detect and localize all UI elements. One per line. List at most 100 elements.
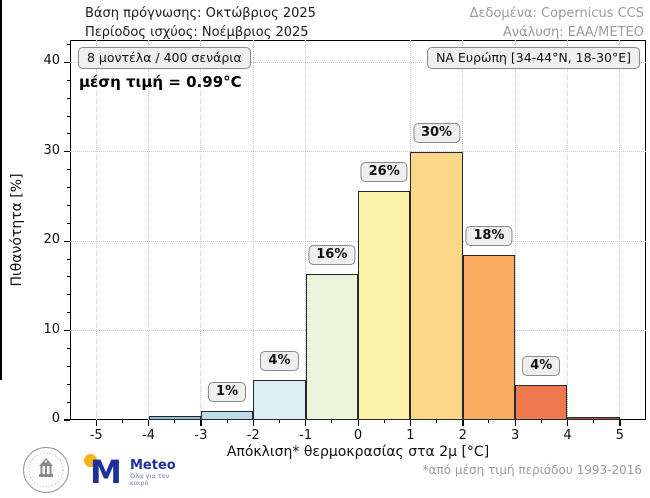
bar-value-label: 30% bbox=[412, 122, 461, 143]
footnote: *από μέση τιμή περιόδου 1993-2016 bbox=[422, 463, 642, 477]
gridline-vertical bbox=[252, 40, 254, 420]
x-tick-label: -2 bbox=[246, 428, 260, 443]
y-axis-label: Πιθανότητα [%] bbox=[9, 173, 25, 287]
x-tick-label: 1 bbox=[406, 428, 415, 443]
histogram-bar bbox=[515, 385, 568, 420]
gridline-vertical bbox=[305, 40, 307, 420]
header-forecast-base: Βάση πρόγνωσης: Οκτώβριος 2025 bbox=[85, 6, 316, 21]
x-tick-label: 4 bbox=[563, 428, 572, 443]
x-tick bbox=[200, 420, 202, 426]
x-tick-label: -3 bbox=[194, 428, 208, 443]
models-scenarios-box: 8 μοντέλα / 400 σενάρια bbox=[78, 47, 251, 69]
x-minor-tick bbox=[121, 420, 123, 423]
gridline-vertical bbox=[95, 40, 97, 420]
header-data-source: Δεδομένα: Copernicus CCS bbox=[469, 6, 644, 21]
y-tick bbox=[64, 329, 70, 332]
gridline-horizontal bbox=[70, 61, 646, 63]
x-tick-label: 2 bbox=[458, 428, 467, 443]
y-minor-tick bbox=[67, 312, 70, 314]
y-minor-tick bbox=[67, 401, 70, 403]
x-minor-tick bbox=[331, 420, 333, 423]
y-tick bbox=[64, 151, 70, 153]
x-axis-label: Απόκλιση* θερμοκρασίας στα 2μ [°C] bbox=[226, 444, 490, 460]
x-tick bbox=[566, 420, 569, 426]
x-minor-tick bbox=[174, 420, 176, 423]
gridline-vertical bbox=[462, 40, 464, 420]
y-minor-tick bbox=[67, 258, 70, 260]
x-tick bbox=[462, 420, 464, 426]
x-tick bbox=[409, 420, 412, 426]
x-tick-label: -4 bbox=[142, 428, 156, 443]
x-tick bbox=[95, 420, 97, 426]
y-tick-label: 10 bbox=[43, 321, 60, 337]
bar-value-label: 26% bbox=[360, 162, 408, 183]
y-minor-tick bbox=[67, 276, 70, 278]
y-tick-label: 20 bbox=[43, 232, 60, 248]
bar-value-label: 4% bbox=[260, 350, 299, 371]
header-valid-period: Περίοδος ισχύος: Νοέμβριος 2025 bbox=[85, 25, 309, 40]
y-tick-label: 30 bbox=[43, 142, 60, 158]
histogram-bar bbox=[410, 151, 463, 420]
observatory-seal-logo bbox=[22, 446, 70, 494]
gridline-horizontal bbox=[70, 151, 646, 153]
y-minor-tick bbox=[67, 169, 70, 171]
y-tick-label: 0 bbox=[51, 411, 60, 426]
x-tick bbox=[619, 420, 621, 426]
y-minor-tick bbox=[67, 43, 70, 45]
region-box: ΝΑ Ευρώπη [34-44°N, 18-30°E] bbox=[427, 47, 640, 69]
x-minor-tick bbox=[436, 420, 438, 423]
x-tick-label: -1 bbox=[299, 428, 313, 443]
histogram-bar bbox=[462, 254, 516, 420]
x-minor-tick bbox=[540, 420, 542, 423]
x-tick-label: -5 bbox=[89, 428, 103, 443]
x-tick bbox=[514, 420, 516, 426]
y-minor-tick bbox=[67, 294, 70, 296]
bar-value-label: 1% bbox=[208, 382, 247, 403]
x-tick-label: 5 bbox=[615, 428, 624, 443]
meteo-logo: M Meteo Όλα για τον καιρό bbox=[84, 452, 176, 492]
y-minor-tick bbox=[67, 187, 70, 189]
x-tick bbox=[305, 420, 307, 426]
y-minor-tick bbox=[67, 97, 70, 99]
histogram-bar bbox=[305, 274, 358, 420]
x-minor-tick bbox=[383, 420, 385, 423]
gridline-vertical bbox=[566, 40, 568, 420]
gridline-vertical bbox=[200, 40, 202, 420]
meteo-logo-name: Meteo bbox=[130, 458, 176, 473]
y-minor-tick bbox=[67, 204, 70, 206]
zero-reference-line bbox=[0, 0, 2, 380]
histogram-bar bbox=[253, 379, 306, 420]
gridline-vertical bbox=[514, 40, 516, 420]
x-minor-tick bbox=[488, 420, 490, 423]
y-minor-tick bbox=[67, 222, 70, 224]
y-minor-tick bbox=[67, 365, 70, 367]
y-tick-label: 40 bbox=[43, 53, 60, 69]
x-minor-tick bbox=[593, 420, 595, 423]
header-analysis-credit: Ανάλυση: ΕΑΑ/ΜΕΤΕΟ bbox=[502, 25, 644, 40]
histogram-bar bbox=[200, 411, 254, 420]
x-tick bbox=[357, 420, 359, 426]
y-tick bbox=[64, 419, 70, 421]
bar-value-label: 16% bbox=[308, 245, 356, 266]
y-tick bbox=[64, 61, 70, 64]
y-tick bbox=[64, 240, 70, 242]
y-minor-tick bbox=[67, 115, 70, 117]
x-minor-tick bbox=[226, 420, 228, 423]
x-minor-tick bbox=[278, 420, 280, 423]
gridline-vertical bbox=[619, 40, 621, 420]
histogram-bar bbox=[567, 416, 620, 420]
x-tick-label: 0 bbox=[353, 428, 363, 443]
y-minor-tick bbox=[67, 347, 70, 349]
histogram-bar bbox=[148, 416, 201, 420]
y-minor-tick bbox=[67, 133, 70, 135]
meteo-m-icon: M bbox=[84, 452, 128, 492]
histogram-bar bbox=[358, 191, 411, 420]
meteo-logo-tagline: Όλα για τον καιρό bbox=[130, 472, 170, 487]
mean-value-text: μέση τιμή = 0.99°C bbox=[79, 73, 242, 91]
gridline-vertical bbox=[148, 40, 150, 420]
x-tick bbox=[148, 420, 150, 426]
x-tick-label: 3 bbox=[510, 428, 520, 443]
y-minor-tick bbox=[67, 79, 70, 81]
x-tick bbox=[252, 420, 255, 426]
